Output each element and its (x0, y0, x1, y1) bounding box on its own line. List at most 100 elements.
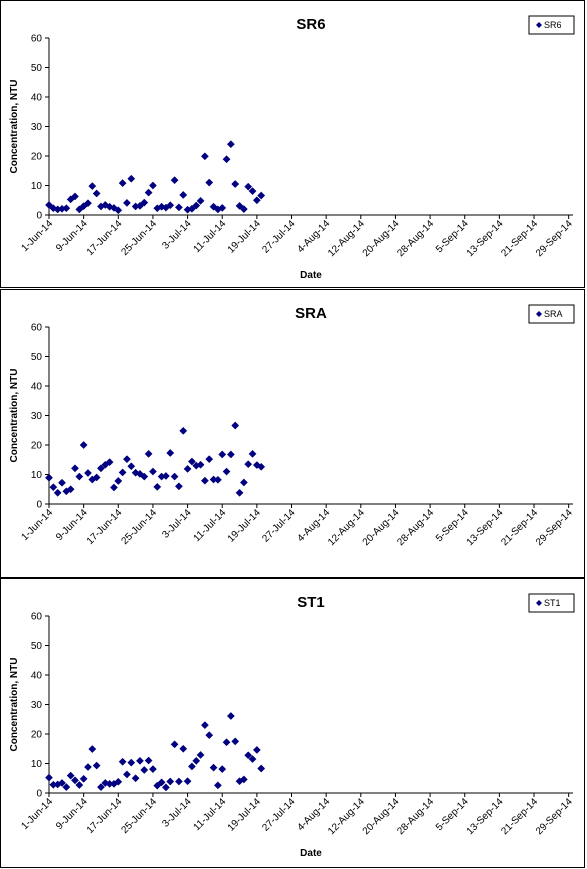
data-point (127, 758, 136, 767)
x-tick-label: 3-Jul-14 (160, 796, 194, 830)
data-point (218, 203, 227, 212)
data-point (200, 721, 209, 730)
data-point (200, 152, 209, 161)
data-point (170, 176, 179, 185)
data-point (118, 468, 127, 477)
data-point (114, 777, 123, 786)
data-point (127, 174, 136, 183)
x-tick-label: 17-Jun-14 (85, 796, 125, 836)
data-point (97, 464, 105, 473)
data-point (84, 469, 92, 477)
data-point (239, 205, 248, 214)
data-point (213, 475, 222, 484)
data-point (179, 744, 188, 753)
data-point (161, 472, 170, 480)
x-axis-title: Date (300, 848, 322, 859)
data-point (239, 775, 248, 784)
x-tick-label: 9-Jun-14 (54, 218, 90, 254)
data-point (157, 778, 166, 787)
data-point (166, 449, 175, 457)
data-point (144, 756, 153, 765)
data-point (75, 472, 84, 481)
data-point (174, 203, 183, 212)
data-point (122, 198, 131, 207)
data-point (161, 783, 170, 792)
y-tick-label: 20 (31, 730, 43, 741)
data-point (248, 187, 257, 196)
data-point (231, 180, 240, 188)
y-tick-label: 0 (36, 500, 42, 511)
legend-box (528, 593, 575, 613)
data-point (192, 201, 201, 210)
x-tick-label: 3-Jul-14 (160, 218, 194, 252)
legend-marker (536, 600, 542, 606)
x-tick-label: 3-Jul-14 (160, 507, 194, 541)
y-tick-label: 50 (31, 63, 43, 74)
data-point (196, 750, 205, 759)
data-point (252, 745, 261, 754)
x-tick-label: 19-Jul-14 (226, 507, 264, 545)
data-point (213, 781, 222, 790)
data-point (226, 450, 235, 459)
data-point (135, 756, 144, 765)
legend-label: SR6 (544, 20, 562, 30)
y-tick-label: 60 (31, 34, 43, 45)
x-tick-label: 28-Aug-14 (395, 507, 436, 548)
data-point (244, 751, 253, 760)
data-point (187, 457, 196, 466)
data-point (92, 473, 101, 482)
y-tick-label: 20 (31, 152, 43, 163)
data-point (140, 766, 149, 774)
data-point (148, 765, 157, 774)
y-tick-label: 0 (36, 211, 42, 222)
data-point (257, 462, 266, 471)
x-tick-label: 9-Jun-14 (54, 796, 90, 832)
y-tick-label: 30 (31, 411, 43, 422)
data-point (71, 192, 79, 201)
y-axis-title: Concentration, NTU (9, 369, 20, 463)
x-axis-title: Date (300, 270, 322, 281)
data-point (183, 464, 192, 473)
data-point (114, 477, 123, 485)
chart-title: SR6 (296, 16, 325, 33)
data-point (235, 201, 244, 210)
data-point (244, 460, 253, 469)
y-tick-label: 60 (31, 612, 43, 623)
y-tick-label: 50 (31, 641, 43, 652)
y-tick-label: 10 (31, 759, 43, 770)
data-point (196, 196, 205, 205)
data-point (110, 203, 118, 212)
data-point (183, 777, 192, 786)
data-point (58, 779, 66, 787)
data-point (166, 777, 175, 786)
data-point (205, 178, 214, 187)
chart-panel-sr6: SR6 0 10 20 30 40 50 60 Concentration, NTU 1-Jun-… (0, 0, 585, 288)
legend-marker (536, 311, 542, 317)
data-point (222, 738, 231, 747)
data-point (140, 198, 149, 207)
data-point (75, 781, 84, 789)
legend-box (528, 304, 575, 324)
data-point (218, 765, 227, 774)
data-point (170, 472, 179, 481)
y-tick-label: 30 (31, 700, 43, 711)
legend-label: SRA (544, 309, 563, 319)
data-point (179, 190, 188, 199)
y-tick-label: 40 (31, 93, 43, 104)
data-point (187, 762, 196, 771)
data-point (58, 478, 66, 487)
x-tick-label: 27-Jul-14 (260, 796, 298, 834)
x-tick-label: 27-Jul-14 (260, 507, 298, 545)
data-point (252, 461, 261, 470)
data-point (179, 426, 188, 435)
data-point (49, 483, 58, 492)
y-tick-label: 40 (31, 382, 43, 393)
y-tick-label: 60 (31, 323, 43, 334)
y-tick-label: 30 (31, 122, 43, 133)
data-point (226, 140, 235, 149)
data-point (239, 478, 248, 487)
data-point (222, 155, 231, 164)
data-point (131, 774, 140, 783)
x-tick-label: 17-Jun-14 (85, 218, 125, 258)
x-tick-label: 1-Jun-14 (19, 507, 55, 543)
